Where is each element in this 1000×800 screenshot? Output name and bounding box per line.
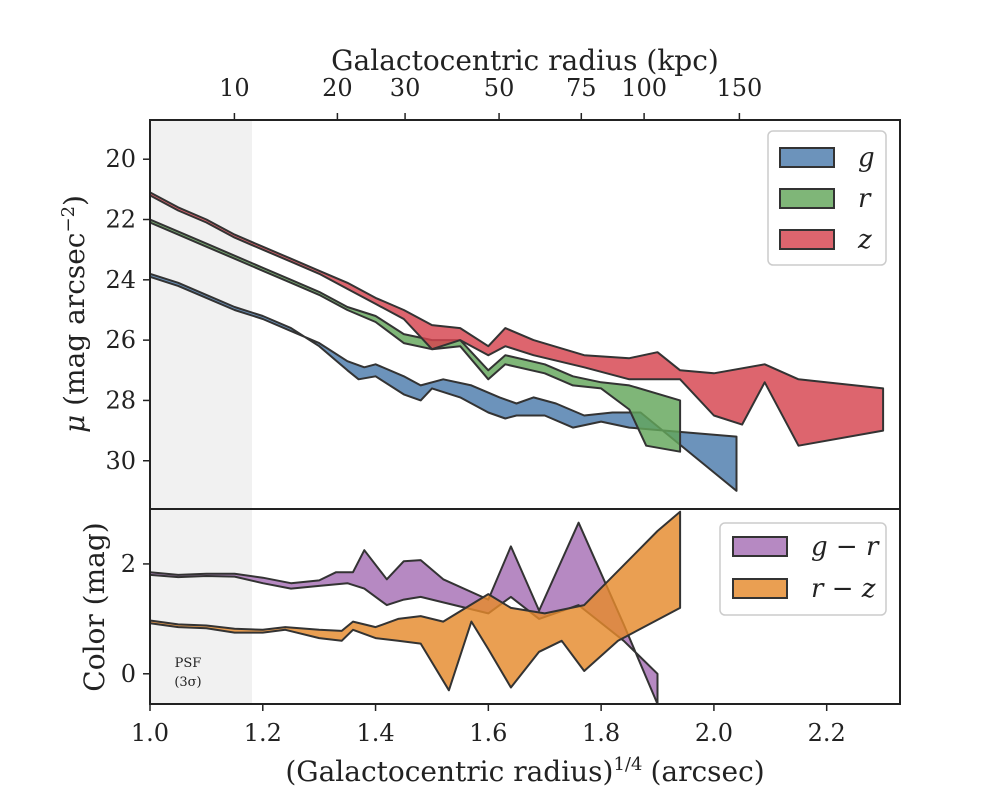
top-y-tick-label: 20 <box>105 145 136 173</box>
color-series-band-0 <box>150 521 659 704</box>
top-kpc-tick-label: 20 <box>322 74 353 102</box>
bottom-x-ticks: 1.0 1.2 1.4 1.6 1.8 2.0 2.2 <box>131 704 846 747</box>
top-series-band-1 <box>150 218 682 453</box>
top-kpc-tick-label: 150 <box>716 74 762 102</box>
top-legend-label: r <box>858 184 872 214</box>
top-kpc-tick-label: 10 <box>219 74 250 102</box>
bottom-legend-label: r − z <box>811 574 876 604</box>
top-legend-swatch <box>779 147 835 168</box>
top-y-tick-label: 24 <box>105 266 136 294</box>
top-psf-shaded-region <box>150 120 252 509</box>
x-tick-label: 1.6 <box>469 719 507 747</box>
x-tick-label: 1.4 <box>356 719 394 747</box>
psf-label: PSF <box>175 656 202 671</box>
bottom-legend: g − r r − z <box>719 522 887 616</box>
top-y-axis-title: μ (mag arcsec−2) <box>58 195 91 433</box>
x-axis-title: (Galactocentric radius)1/4 (arcsec) <box>285 754 764 788</box>
x-tick-label: 1.2 <box>244 719 282 747</box>
top-y-ticks: 20 22 24 26 28 30 <box>105 145 150 475</box>
top-kpc-tick-label: 75 <box>566 74 597 102</box>
bottom-legend-swatch <box>732 536 788 557</box>
top-series-band-0 <box>150 272 738 492</box>
top-legend: grz <box>767 130 887 266</box>
top-axis-title: Galactocentric radius (kpc) <box>331 44 719 77</box>
top-y-tick-label: 22 <box>105 206 136 234</box>
top-kpc-ticks: 10 20 30 50 75 100 150 <box>219 74 762 120</box>
x-tick-label: 2.0 <box>695 719 733 747</box>
bottom-psf-shaded-region <box>150 509 252 704</box>
top-kpc-tick-label: 30 <box>390 74 421 102</box>
bottom-y-tick-label: 2 <box>121 550 136 578</box>
top-legend-swatch <box>779 188 835 209</box>
top-kpc-tick-label: 50 <box>484 74 515 102</box>
bottom-panel: 02 1.0 1.2 1.4 1.6 1.8 2.0 2.2 PSF (3σ) Color … <box>78 508 901 788</box>
top-kpc-tick-label: 100 <box>621 74 667 102</box>
top-legend-label: z <box>857 225 872 255</box>
x-tick-label: 1.8 <box>582 719 620 747</box>
bottom-y-ticks: 02 <box>121 550 150 688</box>
top-y-tick-label: 26 <box>105 326 136 354</box>
bottom-legend-swatch <box>732 578 788 599</box>
top-panel: 20 22 24 26 28 30 10 20 30 50 75 100 150 Galactocen… <box>58 44 901 510</box>
x-tick-label: 1.0 <box>131 719 169 747</box>
bottom-y-tick-label: 0 <box>121 660 136 688</box>
bottom-plot-frame <box>149 508 901 705</box>
bottom-legend-label: g − r <box>811 532 880 562</box>
top-series-band-2 <box>150 191 885 447</box>
top-legend-label: g <box>858 143 875 173</box>
x-axis-title-base: (Galactocentric radius) <box>285 755 613 788</box>
x-tick-label: 2.2 <box>808 719 846 747</box>
top-y-tick-label: 30 <box>105 447 136 475</box>
x-axis-title-sup: 1/4 <box>613 754 642 775</box>
bottom-series-group <box>150 510 682 704</box>
top-legend-swatch <box>779 229 835 250</box>
x-axis-title-unit: (arcsec) <box>650 755 764 788</box>
top-series-group <box>150 191 885 492</box>
psf-sigma-label: (3σ) <box>174 675 201 690</box>
bottom-y-axis-title: Color (mag) <box>78 522 111 691</box>
color-series-band-1 <box>150 510 682 692</box>
top-y-tick-label: 28 <box>105 386 136 414</box>
